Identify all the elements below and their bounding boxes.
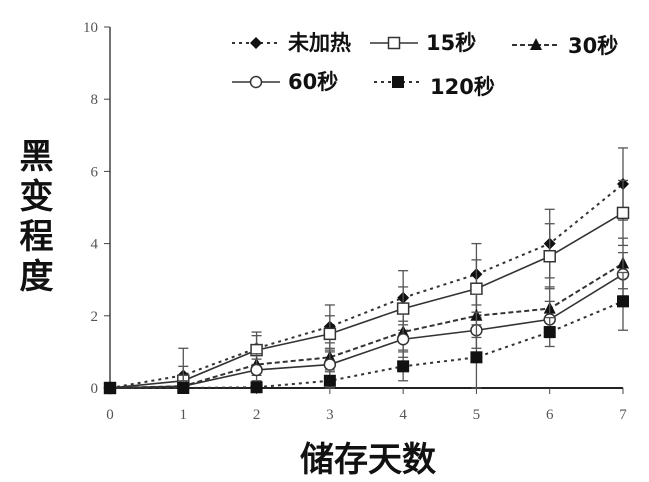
legend-label: 120秒	[430, 75, 495, 99]
data-point	[617, 295, 629, 308]
x-tick-label: 1	[180, 407, 188, 423]
data-point	[616, 206, 630, 220]
data-point	[543, 249, 556, 263]
y-tick-label: 8	[91, 92, 99, 108]
data-point	[396, 302, 410, 315]
x-tick-label: 4	[399, 407, 407, 423]
series-line	[109, 183, 624, 389]
legend-label: 未加热	[288, 31, 351, 55]
legend-label: 60秒	[288, 70, 338, 94]
data-point	[177, 382, 190, 394]
legend-marker	[250, 37, 262, 49]
x-tick-label: 0	[106, 407, 114, 423]
legend-marker	[392, 76, 404, 88]
x-tick-label: 7	[619, 407, 627, 423]
series-line	[110, 300, 624, 389]
x-tick-label: 2	[253, 407, 261, 423]
y-axis-label: 黑变程度	[13, 138, 53, 298]
y-tick-label: 4	[91, 237, 99, 253]
legend-label: 30秒	[568, 34, 618, 58]
legend-marker	[387, 36, 401, 50]
data-point	[396, 333, 410, 346]
x-tick-label: 6	[546, 407, 554, 423]
x-tick-label: 3	[326, 407, 334, 423]
data-point	[250, 363, 263, 377]
y-tick-label: 6	[91, 164, 99, 180]
x-axis-label: 储存天数	[300, 440, 436, 480]
legend-marker	[530, 38, 542, 50]
data-point	[323, 358, 337, 371]
data-point	[323, 327, 337, 341]
series-line	[109, 262, 624, 389]
data-point	[250, 381, 263, 394]
data-point	[470, 282, 483, 295]
data-point	[104, 382, 116, 394]
legend-marker	[249, 75, 263, 89]
y-tick-label: 10	[83, 20, 98, 36]
y-tick-label: 2	[91, 309, 99, 325]
series-line	[109, 273, 624, 389]
data-point	[323, 374, 336, 387]
y-tick-label: 0	[91, 381, 99, 397]
data-point	[470, 351, 483, 364]
legend-label: 15秒	[426, 31, 476, 55]
data-point	[543, 326, 556, 339]
x-tick-label: 5	[473, 407, 481, 423]
series-line	[109, 212, 624, 389]
data-point	[397, 360, 410, 373]
